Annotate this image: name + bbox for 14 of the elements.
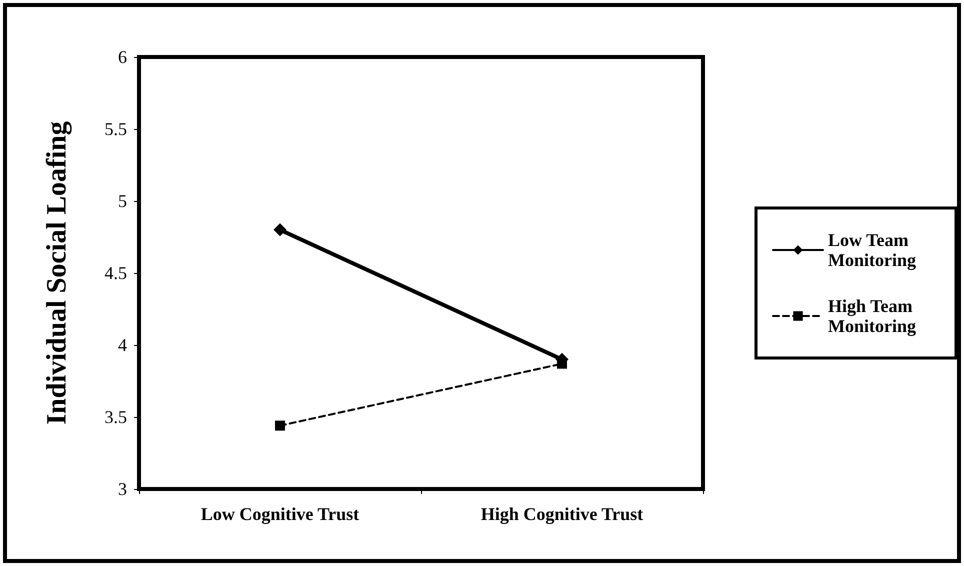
y-tick-label: 6 [118,47,127,67]
y-axis-title: Individual Social Loafing [42,121,72,425]
x-tick-label: High Cognitive Trust [480,504,644,524]
legend-label: Low Team Monitoring [828,230,916,270]
y-tick-label: 3.5 [104,407,127,427]
y-tick-label: 3 [118,479,127,499]
legend-label: High Team Monitoring [828,296,918,336]
point [274,223,286,236]
point [275,420,285,431]
y-tick-label: 4.5 [104,263,127,283]
x-tick-label: Low Cognitive Trust [200,504,360,524]
y-tick-label: 5.5 [104,119,127,139]
y-tick-label: 5 [118,191,127,211]
y-tick-label: 4 [118,335,127,355]
